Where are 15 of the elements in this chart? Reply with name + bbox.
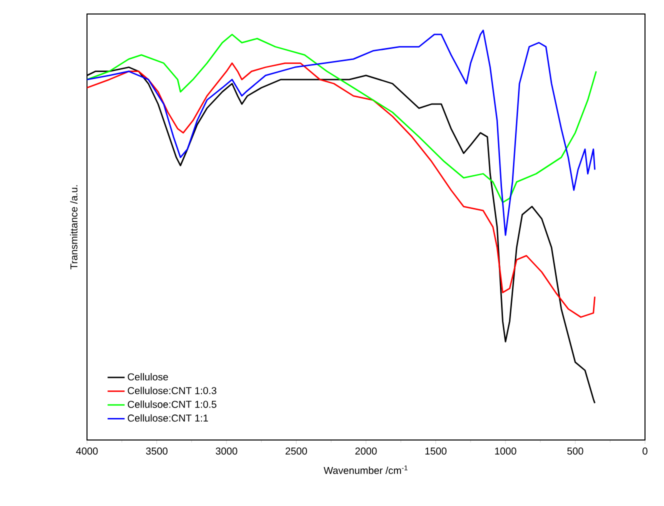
legend-label: Cellulose — [128, 373, 168, 380]
legend-label: Cellulose:CNT 1:0.3 — [128, 386, 216, 394]
x-tick-label: 2500 — [286, 448, 307, 455]
legend-label: Cellulose:CNT 1:1 — [128, 414, 208, 422]
x-tick-label: 0 — [642, 448, 648, 455]
x-tick-label: 500 — [567, 448, 584, 455]
x-tick-label: 1000 — [495, 448, 516, 455]
x-axis-title: Wavenumber /cm$^{-1}$ — [324, 465, 408, 474]
x-tick-label: 2000 — [355, 448, 377, 455]
x-tick-label: 1500 — [425, 448, 446, 455]
x-tick-label: 3500 — [146, 448, 168, 455]
legend-label: Cellulsoe:CNT 1:0.5 — [128, 400, 216, 408]
x-tick-label: 3000 — [216, 448, 238, 455]
y-axis-title: Transmittance /a.u. — [70, 185, 78, 270]
x-tick-label: 4000 — [76, 448, 98, 455]
